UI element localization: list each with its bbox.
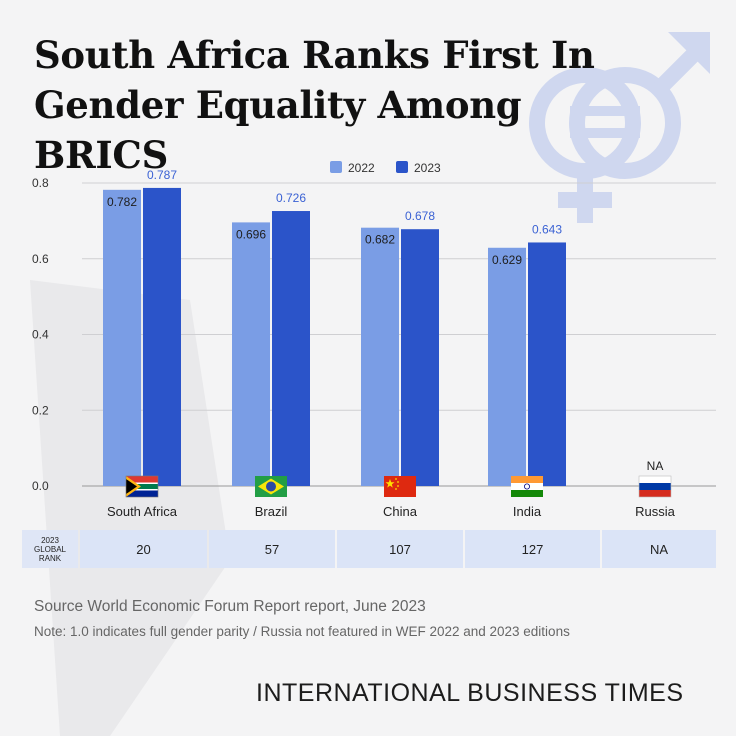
rank-cell-india: 127 — [465, 530, 600, 568]
legend-label-2023: 2023 — [414, 161, 441, 175]
title-line-2: Gender Equality Among BRICS — [34, 83, 522, 177]
value-label-2023-0: 0.787 — [147, 168, 177, 182]
y-tick-label-4: 0.8 — [32, 176, 49, 190]
rank-cell-brazil: 57 — [209, 530, 335, 568]
category-label-1: Brazil — [255, 504, 288, 519]
category-label-0: South Africa — [107, 504, 178, 519]
y-axis: 0.0 0.2 0.4 0.6 0.8 — [32, 176, 49, 493]
bar-2023-3 — [528, 242, 566, 486]
rank-header: 2023 GLOBAL RANK — [22, 530, 78, 568]
india-flag-icon — [511, 476, 543, 497]
chart-title: South Africa Ranks First In Gender Equal… — [34, 30, 654, 180]
brand-logo-text: INTERNATIONAL BUSINESS TIMES — [256, 679, 684, 707]
legend: 2022 2023 — [330, 161, 441, 175]
rank-header-year: 2023 — [41, 535, 59, 545]
category-label-3: India — [513, 504, 542, 519]
russia-flag-icon — [638, 475, 672, 498]
legend-swatch-2023 — [396, 161, 408, 173]
bar-2022-0 — [103, 189, 141, 486]
missing-label-4: NA — [647, 459, 664, 473]
rank-cell-russia: NA — [602, 530, 716, 568]
flags — [125, 475, 672, 498]
x-axis: South Africa Brazil China India Russia — [107, 504, 676, 519]
title-line-1: South Africa Ranks First In — [34, 33, 595, 77]
global-rank-row: 2023 GLOBAL RANK 20 57 107 127 NA — [22, 530, 718, 568]
rank-header-rank: RANK — [38, 553, 62, 563]
bar-2022-2 — [361, 227, 399, 486]
brazil-flag-icon — [255, 476, 287, 497]
bars — [103, 187, 566, 486]
south-africa-flag-icon — [125, 475, 159, 498]
bar-chart: 0.0 0.2 0.4 0.6 0.8 2022 2023 0.782 0.787 0.696… — [32, 161, 716, 519]
rank-cell-china: 107 — [337, 530, 463, 568]
bar-2023-1 — [272, 211, 310, 486]
value-label-2022-3: 0.629 — [492, 253, 522, 267]
source-text: Source World Economic Forum Report repor… — [34, 598, 426, 615]
china-flag-icon — [384, 476, 416, 497]
value-label-2022-1: 0.696 — [236, 227, 266, 241]
value-label-2022-2: 0.682 — [365, 233, 395, 247]
category-label-2: China — [383, 504, 418, 519]
category-label-4: Russia — [635, 504, 676, 519]
rank-header-global: GLOBAL — [33, 544, 66, 554]
value-label-2023-3: 0.643 — [532, 222, 562, 236]
note-text: Note: 1.0 indicates full gender parity /… — [34, 624, 570, 639]
rank-cell-south-africa: 20 — [80, 530, 207, 568]
y-tick-label-1: 0.2 — [32, 403, 49, 417]
bar-2023-2 — [401, 229, 439, 486]
bar-2022-1 — [232, 222, 270, 486]
bar-2022-3 — [488, 247, 526, 486]
value-label-2023-1: 0.726 — [276, 191, 306, 205]
value-label-2023-2: 0.678 — [405, 209, 435, 223]
gender-symbol-icon — [529, 32, 710, 223]
y-tick-label-2: 0.4 — [32, 328, 49, 342]
y-tick-label-0: 0.0 — [32, 479, 49, 493]
bar-labels: 0.782 0.787 0.696 0.726 0.682 0.678 0.629 0.643… — [107, 168, 663, 473]
value-label-2022-0: 0.782 — [107, 195, 137, 209]
y-tick-label-3: 0.6 — [32, 252, 49, 266]
bar-2023-0 — [143, 187, 181, 486]
legend-swatch-2022 — [330, 161, 342, 173]
legend-label-2022: 2022 — [348, 161, 375, 175]
